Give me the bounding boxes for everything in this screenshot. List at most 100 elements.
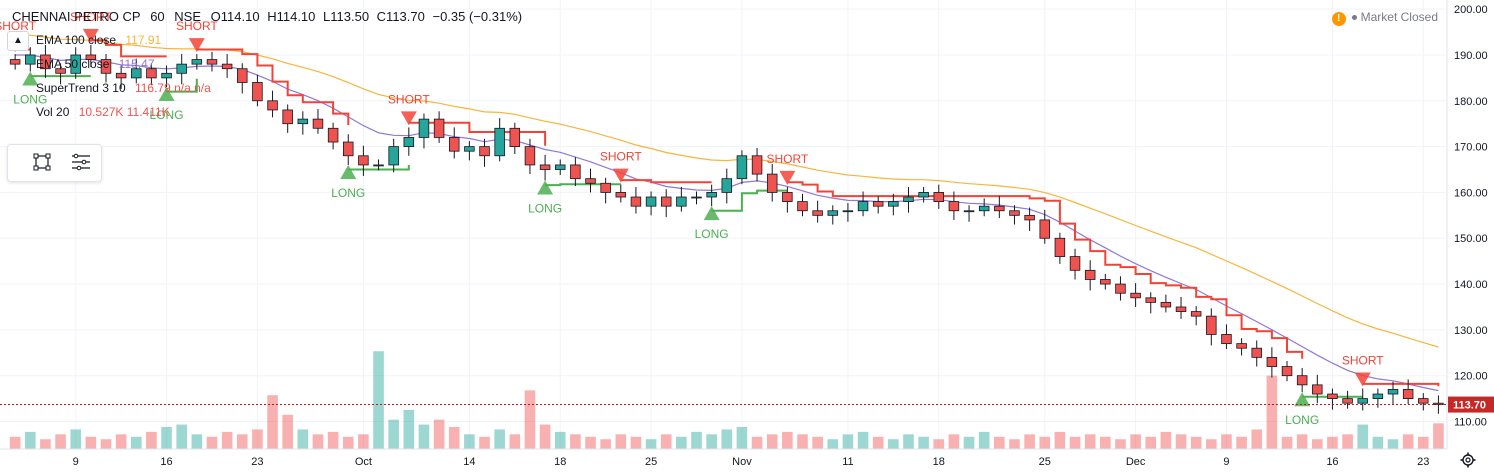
candles [9,44,1444,414]
candle [1054,232,1066,264]
candle-body [1296,375,1308,386]
candle-body [343,141,354,157]
candle-body [600,182,611,193]
candle-body [1327,393,1338,400]
legend-ema50[interactable]: EMA 50 close 115.47 [36,57,161,71]
short-triangle-icon [188,38,205,53]
x-tick-label: 9 [1223,456,1229,468]
volume-bar [948,434,960,449]
candle-body [358,155,369,166]
volume-bar [448,427,460,449]
short-label: SHORT [176,19,218,33]
candle-body [1100,279,1111,285]
candle [903,186,914,213]
long-signal: LONG [528,180,562,216]
candle [418,113,430,149]
candle [297,111,309,135]
candle [1115,276,1126,301]
x-tick-label: 16 [160,456,172,468]
candle [70,47,81,79]
legend-volume[interactable]: Vol 20 10.527K 11.411K [36,105,176,119]
candle [448,127,460,159]
volume-bar [176,424,187,449]
short-triangle-icon [82,28,99,43]
last-price-line: 113.70 [0,396,1494,413]
long-signal: LONG [150,87,184,122]
candle-body [252,82,263,102]
price-axis: 200.00 190.00 180.00 170.00 160.00 150.00 140.… [1446,0,1488,449]
long-label: LONG [528,202,562,216]
volume-bar [40,439,51,449]
candle [645,191,657,216]
supertrend-down-segment [1362,382,1440,387]
volume-bar [872,436,884,449]
legend-ema50-value: 115.47 [118,57,155,71]
y-tick-label: 190.00 [1454,50,1488,62]
volume-bar [1387,439,1399,449]
candle-body [1084,269,1096,280]
volume-bar [1145,436,1157,449]
volume-bar [327,431,339,449]
supertrend-down-segment [90,39,167,58]
volume-bar [221,431,233,449]
candle [706,184,717,207]
volume-bar [297,429,309,449]
candle-body [1069,256,1081,271]
volume-bar [736,427,748,449]
short-triangle-icon [612,168,629,183]
volume-bar [1009,439,1020,449]
candle [1281,361,1293,382]
candle [857,191,869,217]
long-triangle-icon [703,206,720,221]
volume-bar [933,439,945,449]
short-label: SHORT [600,150,642,164]
volume-bar [342,436,354,449]
legend-ema100-value: 117.91 [125,33,162,47]
warning-icon[interactable]: ! [1331,12,1346,26]
volume-bar [1054,431,1066,449]
object-tree-icon[interactable] [70,153,92,171]
volume-bar [1221,434,1232,449]
candle [539,154,551,181]
candle [479,138,490,167]
candle [978,198,990,217]
legend-ema100[interactable]: EMA 100 close 117.91 [36,33,167,47]
volume-bar [1417,436,1429,449]
candle-body [933,192,945,202]
candle-body [312,118,324,129]
candle-body [1160,301,1172,308]
symbol-name[interactable]: CHENNAI PETRO CP [12,9,141,24]
long-signal: LONG [1285,392,1319,427]
candle-body [494,127,505,157]
candle-body [691,196,702,199]
volume-bar [130,436,142,449]
volume-bar [585,436,596,449]
candle-body [100,59,112,74]
volume-bar [676,436,687,449]
legend-supertrend[interactable]: SuperTrend 3 10 116.79 n/a n/a [36,81,217,95]
candle [1251,340,1262,367]
candle [751,147,763,182]
candle-body [373,164,384,167]
collapse-legend-button[interactable]: ▲ [7,31,29,51]
candle-body [782,192,793,202]
candle [312,109,324,134]
candle-body [206,59,218,65]
y-tick-label: 170.00 [1454,142,1488,154]
drawing-toolbar [7,144,102,182]
candle [691,191,702,205]
interval[interactable]: 60 [150,9,165,24]
x-tick-label: 25 [645,456,657,468]
candle-body [1190,311,1202,317]
candle-body [1206,315,1217,335]
short-label: SHORT [70,10,112,24]
volume-bar [1160,431,1172,449]
candle [221,54,233,78]
rectangle-icon[interactable] [33,153,51,171]
candle-body [479,146,490,157]
long-signal: LONG [13,71,47,106]
candle-body [1039,219,1050,239]
gear-icon[interactable] [1460,452,1476,468]
volume-bar [115,434,127,449]
